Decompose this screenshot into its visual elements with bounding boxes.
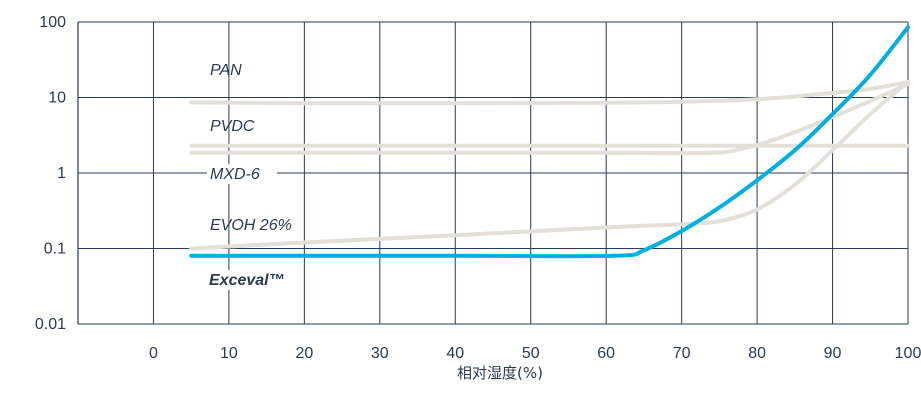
series-labels: PAN PVDC MXD-6 EVOH 26% Exceval™ — [206, 62, 298, 290]
y-tick-label: 10 — [48, 90, 66, 107]
series-label: EVOH 26% — [210, 217, 292, 234]
y-tick-label: 0.01 — [35, 316, 66, 333]
x-axis-label: 相对湿度(%) — [457, 364, 543, 382]
tick-labels: 0.01 0.1 1 10 100 0 10 20 30 40 50 60 70 80 90 100 — [35, 14, 921, 362]
series-label: MXD-6 — [210, 166, 260, 183]
x-tick-label: 0 — [149, 345, 158, 362]
x-tick-label: 10 — [220, 345, 238, 362]
x-tick-label: 70 — [673, 345, 691, 362]
grid-lines — [77, 21, 909, 325]
x-tick-label: 90 — [824, 345, 842, 362]
label-background — [206, 270, 298, 290]
x-tick-label: 60 — [597, 345, 615, 362]
series-line-pan — [189, 80, 910, 106]
series-label: Exceval™ — [209, 272, 285, 289]
series-label: PAN — [210, 62, 242, 79]
series-line-mxd-6 — [189, 82, 910, 156]
x-tick-label: 20 — [295, 345, 313, 362]
label-background — [207, 164, 277, 184]
series-label: PVDC — [210, 118, 255, 135]
x-tick-label: 100 — [895, 345, 921, 362]
series-line-exceval — [189, 25, 910, 259]
y-tick-label: 0.1 — [44, 241, 66, 258]
x-tick-label: 30 — [371, 345, 389, 362]
x-tick-label: 50 — [522, 345, 540, 362]
series-line-evoh-26 — [189, 80, 910, 251]
x-tick-label: 80 — [748, 345, 766, 362]
x-tick-label: 40 — [446, 345, 464, 362]
y-tick-label: 1 — [57, 165, 66, 182]
y-tick-label: 100 — [39, 14, 66, 31]
series-lines — [189, 25, 910, 259]
